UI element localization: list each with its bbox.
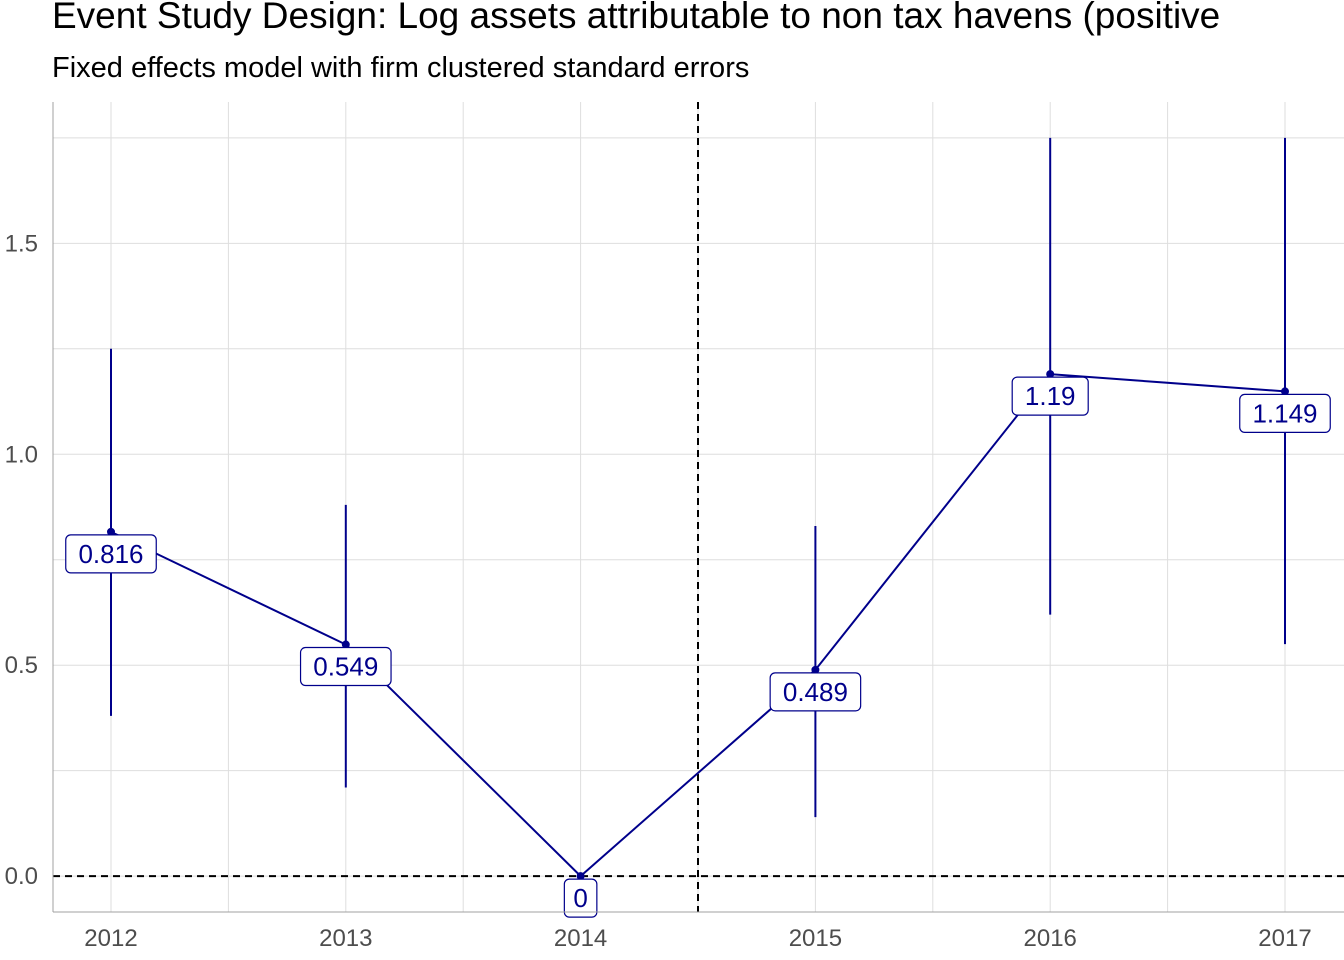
- data-point: [1046, 370, 1055, 379]
- data-labels: 0.816 0.549 0 0.489 1.19 1.149: [65, 376, 1331, 918]
- data-point: [107, 527, 115, 536]
- data-label: 1.19: [1025, 381, 1076, 411]
- data-label-box: [563, 878, 598, 918]
- x-tick-label: 2015: [789, 925, 842, 952]
- data-label-box: [1011, 376, 1089, 416]
- data-point: [576, 872, 585, 881]
- data-label-box: [299, 646, 392, 687]
- x-tick-label: 2012: [84, 925, 137, 952]
- reference-lines: [53, 102, 1344, 912]
- axes: 0.0 0.5 1.0 1.5 2012 2013 2014 2015 2016 2017: [5, 102, 1344, 952]
- data-label: 0.489: [783, 677, 848, 707]
- data-label: 0.549: [313, 652, 378, 682]
- x-tick-label: 2014: [554, 925, 607, 952]
- data-label: 0.816: [78, 539, 143, 569]
- data-label-box: [769, 672, 862, 712]
- chart-subtitle: Fixed effects model with firm clustered …: [52, 52, 750, 84]
- y-tick-label: 1.5: [5, 230, 38, 257]
- data-label: 1.149: [1252, 398, 1317, 428]
- series-line: [110, 373, 1286, 878]
- y-tick-label: 0.0: [5, 863, 38, 890]
- chart-title: Event Study Design: Log assets attributa…: [52, 0, 1221, 36]
- series-polyline: [110, 373, 1286, 878]
- data-point: [811, 665, 820, 674]
- data-point: [1281, 387, 1289, 396]
- y-tick-label: 1.0: [5, 441, 38, 468]
- data-points: [107, 370, 1289, 881]
- data-label: 0: [573, 883, 587, 913]
- x-tick-label: 2017: [1258, 925, 1311, 952]
- data-label-box: [1239, 393, 1331, 434]
- data-point: [341, 640, 350, 649]
- x-tick-label: 2016: [1024, 925, 1077, 952]
- x-tick-label: 2013: [319, 925, 372, 952]
- data-label-box: [65, 534, 157, 574]
- y-tick-label: 0.5: [5, 652, 38, 679]
